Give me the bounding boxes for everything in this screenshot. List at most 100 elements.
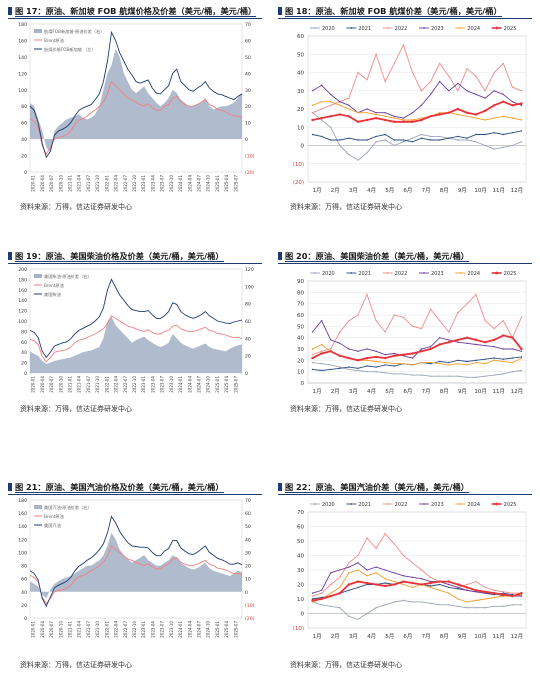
data-point: [384, 356, 387, 360]
x-axis-tick-label: 2020-04: [40, 621, 45, 638]
data-point: [493, 357, 495, 359]
chart-plot: 0 10 20 30 40 50 60 70 80 90 1月 2月 3月 4月 5月 6月 7月 8月 9月 10月…: [297, 271, 527, 395]
x-axis-tick-label: 2025-07: [233, 376, 238, 393]
data-point: [330, 139, 332, 141]
data-point: [439, 375, 441, 377]
data-point: [402, 363, 405, 365]
left-axis-tick-label: 160: [18, 38, 27, 44]
x-axis-tick-label: 2023-01: [141, 376, 146, 393]
legend-label: 美国汽油-原油价差（右）: [44, 504, 92, 511]
data-point: [520, 356, 523, 358]
data-point: [511, 132, 514, 134]
x-axis-tick-label: 2022-04: [114, 621, 119, 638]
x-axis-tick-label: 2025-01: [215, 621, 220, 638]
data-point: [402, 373, 405, 375]
left-axis-tick-label: 160: [18, 511, 27, 517]
data-point: [375, 360, 377, 363]
x-axis-tick-label: 2020-01: [31, 175, 36, 192]
data-point: [339, 101, 341, 103]
y-axis-tick-label: 50: [297, 52, 304, 58]
x-axis-tick-label: 3月: [349, 388, 358, 395]
data-point: [484, 586, 486, 589]
data-point: [511, 144, 514, 147]
chart-plot: 0 20 40 60 80 100 120 140 160 180 (20) (10) 0 10 20 30 4…: [18, 498, 255, 638]
data-point: [484, 607, 486, 609]
data-point: [502, 93, 504, 96]
data-point: [357, 112, 359, 114]
y-axis-tick-label: 70: [297, 510, 304, 516]
data-point: [493, 90, 495, 92]
series-line-2022: [312, 293, 522, 356]
right-axis-tick-label: 10: [245, 121, 251, 127]
left-axis-tick-label: 60: [21, 121, 27, 127]
data-point: [375, 350, 377, 352]
data-point: [339, 569, 341, 571]
data-point: [520, 594, 523, 596]
x-axis-tick-label: 2020-10: [58, 376, 63, 393]
data-point: [411, 562, 414, 564]
data-point: [465, 111, 469, 114]
data-point: [356, 359, 360, 362]
data-point: [411, 141, 414, 143]
series-line-1: [29, 315, 243, 363]
legend-label: 2024: [467, 26, 480, 32]
data-point: [466, 137, 468, 139]
data-point: [465, 336, 469, 339]
data-point: [520, 592, 523, 595]
legend-label: 航煤FOB新加坡-原油价差（右）: [44, 28, 104, 35]
data-point: [475, 133, 477, 136]
x-axis-tick-label: 2020-07: [49, 376, 54, 393]
data-point: [366, 112, 368, 114]
left-axis-tick-label: 0: [24, 371, 27, 377]
data-point: [457, 113, 459, 116]
data-point: [420, 350, 423, 353]
y-axis-tick-label: 0: [301, 381, 305, 387]
data-point: [411, 586, 414, 589]
x-axis-tick-label: 9月: [458, 388, 467, 395]
x-axis-tick-label: 2025-01: [215, 376, 220, 393]
y-axis-tick-label: 60: [297, 34, 304, 40]
x-axis-tick-label: 10月: [474, 388, 487, 395]
data-point: [320, 343, 323, 346]
data-point: [448, 339, 450, 341]
x-axis-tick-label: 12月: [511, 187, 524, 194]
data-point: [402, 119, 405, 121]
data-point: [493, 132, 495, 134]
plot-frame: [307, 280, 527, 384]
data-point: [411, 576, 414, 578]
series-line-2025: [312, 580, 522, 602]
data-point: [375, 366, 377, 368]
x-axis-tick-label: 2022-04: [114, 376, 119, 393]
data-point: [493, 104, 496, 107]
x-axis-tick-label: 2020-01: [31, 621, 36, 638]
data-point: [520, 347, 523, 351]
data-point: [311, 118, 314, 122]
x-axis-tick-label: 1月: [313, 633, 322, 640]
data-point: [348, 108, 350, 110]
x-axis-tick-label: 2022-07: [123, 175, 128, 192]
right-axis-tick-label: 0: [245, 371, 248, 377]
data-point: [502, 592, 504, 594]
data-point: [420, 569, 423, 571]
data-point: [320, 320, 323, 322]
data-point: [411, 120, 414, 124]
data-point: [366, 569, 368, 571]
left-axis-tick-label: 180: [18, 22, 27, 28]
right-axis-tick-label: 40: [245, 537, 251, 543]
data-point: [520, 316, 523, 318]
right-axis-tick-label: (10): [245, 603, 255, 609]
data-point: [511, 101, 514, 103]
data-point: [502, 360, 504, 363]
data-point: [357, 554, 359, 557]
data-point: [448, 361, 450, 364]
data-point: [474, 589, 478, 592]
x-axis-tick-label: 2023-04: [150, 376, 155, 393]
right-axis-tick-label: 80: [245, 302, 251, 308]
data-point: [429, 602, 432, 604]
legend-label: 美国汽油: [44, 522, 61, 529]
data-point: [393, 117, 395, 119]
legend-label: 2022: [395, 502, 408, 508]
data-point: [338, 592, 341, 595]
left-axis-tick-label: 60: [21, 577, 27, 583]
chart-plot: 0 20 40 60 80 100 120 140 160 180 (20) (10) 0 10 20 30 4…: [18, 22, 254, 192]
